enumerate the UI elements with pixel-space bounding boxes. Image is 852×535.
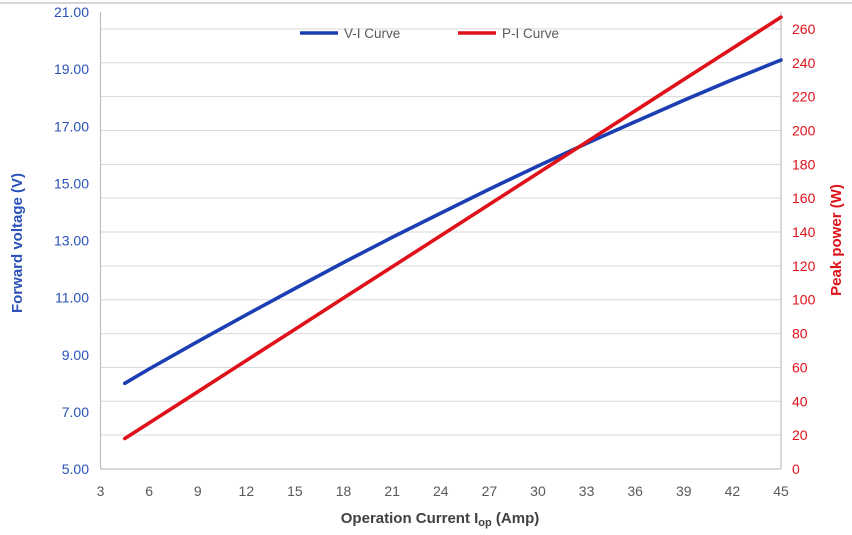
- right-axis-tick-label: 20: [792, 427, 808, 443]
- x-axis-title: Operation Current Iop (Amp): [341, 510, 539, 529]
- right-axis-tick-label: 220: [792, 89, 816, 105]
- x-axis-tick-label: 9: [194, 483, 202, 499]
- right-axis-tick-label: 180: [792, 156, 816, 172]
- left-axis-tick-label: 5.00: [62, 461, 89, 477]
- left-axis-tick-label: 9.00: [62, 347, 89, 363]
- left-axis-tick-label: 19.00: [54, 61, 89, 77]
- x-axis-tick-label: 30: [530, 483, 546, 499]
- right-axis-tick-label: 260: [792, 21, 816, 37]
- right-axis-tick-label: 80: [792, 326, 808, 342]
- x-axis-tick-label: 24: [433, 483, 449, 499]
- right-axis-tick-label: 240: [792, 55, 816, 71]
- x-axis-tick-label: 3: [97, 483, 105, 499]
- left-axis-tick-label: 13.00: [54, 233, 89, 249]
- legend: V-I Curve P-I Curve: [300, 26, 559, 41]
- right-axis-tick-label: 120: [792, 258, 816, 274]
- legend-item: V-I Curve: [300, 26, 400, 41]
- x-axis-tick-label: 33: [579, 483, 595, 499]
- legend-label: V-I Curve: [344, 26, 400, 41]
- x-axis-tick-label: 42: [725, 483, 741, 499]
- pi-curve-line: [123, 15, 783, 441]
- vi-curve-line: [123, 58, 783, 386]
- right-axis-tick-labels: 0 20 40 60 80 100 120 140 160 180 200 220 240 260: [792, 21, 816, 477]
- left-axis-title: Forward voltage (V): [9, 173, 26, 313]
- right-axis-tick-label: 0: [792, 461, 800, 477]
- left-axis-tick-labels: 5.00 7.00 9.00 11.00 13.00 15.00 17.00 19.00 21.…: [54, 4, 89, 477]
- left-axis-tick-label: 15.00: [54, 175, 89, 191]
- right-axis-tick-label: 160: [792, 190, 816, 206]
- right-axis-tick-label: 140: [792, 224, 816, 240]
- x-axis-tick-label: 39: [676, 483, 692, 499]
- x-axis-tick-label: 12: [239, 483, 255, 499]
- right-axis-tick-label: 100: [792, 292, 816, 308]
- right-axis-tick-label: 60: [792, 359, 808, 375]
- x-axis-tick-label: 18: [336, 483, 352, 499]
- right-axis-title: Peak power (W): [828, 184, 845, 296]
- left-axis-tick-label: 11.00: [55, 290, 89, 306]
- right-axis-tick-label: 40: [792, 393, 808, 409]
- gridlines: [100, 28, 781, 436]
- x-axis-tick-label: 36: [627, 483, 643, 499]
- left-axis-tick-label: 21.00: [54, 4, 89, 20]
- x-axis-tick-labels: 3 6 9 12 15 18 21 24 27 30 33 36 39 42 45: [97, 483, 789, 499]
- left-axis-tick-label: 17.00: [54, 118, 89, 134]
- x-axis-tick-label: 45: [773, 483, 789, 499]
- x-axis-tick-label: 27: [482, 483, 498, 499]
- left-axis-tick-label: 7.00: [62, 404, 89, 420]
- legend-label: P-I Curve: [502, 26, 559, 41]
- x-axis-tick-label: 6: [145, 483, 153, 499]
- x-axis-tick-label: 15: [287, 483, 303, 499]
- right-axis-tick-label: 200: [792, 122, 816, 138]
- x-axis-tick-label: 21: [384, 483, 400, 499]
- legend-item: P-I Curve: [458, 26, 559, 41]
